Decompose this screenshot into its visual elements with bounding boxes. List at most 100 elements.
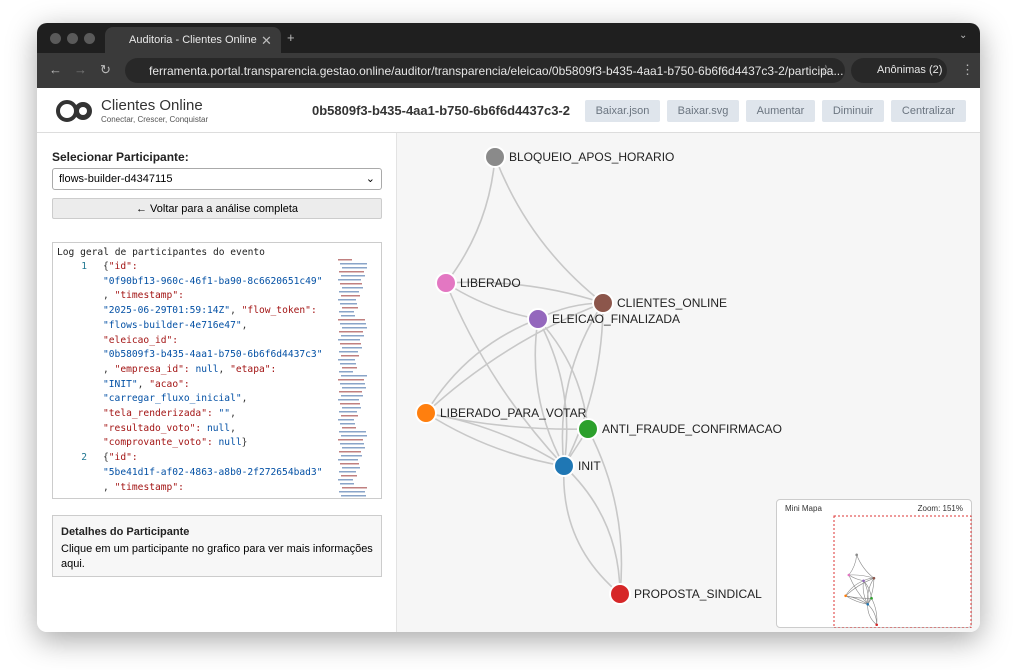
code-stripe bbox=[342, 267, 367, 269]
node[interactable] bbox=[484, 146, 506, 168]
code-stripe bbox=[338, 259, 352, 261]
code-stripe bbox=[340, 383, 365, 385]
node-label: ELEICAO_FINALIZADA bbox=[552, 312, 680, 326]
tagline: Conectar, Crescer, Conquistar bbox=[101, 115, 209, 124]
header-button[interactable]: Baixar.json bbox=[585, 100, 660, 122]
tab-menu[interactable]: ⌄ bbox=[959, 30, 968, 41]
line-number: 2 bbox=[81, 452, 87, 464]
header-button[interactable]: Aumentar bbox=[746, 100, 815, 122]
code-stripe bbox=[342, 347, 362, 349]
mini-edge bbox=[863, 580, 872, 599]
forward-nav[interactable]: → bbox=[74, 62, 87, 77]
code-stripe bbox=[342, 307, 358, 309]
code-stripe bbox=[342, 447, 365, 449]
mini-node bbox=[862, 579, 865, 583]
header-button[interactable]: Diminuir bbox=[822, 100, 884, 122]
code-stripe bbox=[339, 471, 356, 473]
node[interactable] bbox=[415, 402, 437, 424]
code-stripe bbox=[339, 451, 361, 453]
mini-edge bbox=[845, 577, 875, 597]
mini-node bbox=[844, 594, 847, 598]
tab[interactable]: Auditoria - Clientes Online ✕ bbox=[105, 27, 281, 53]
code-stripe bbox=[339, 411, 357, 413]
log-line: "resultado_voto": null, bbox=[103, 422, 236, 434]
event-id: 0b5809f3-b435-4aa1-b750-6b6f6d4437c3-2 bbox=[312, 103, 570, 118]
code-stripe bbox=[340, 443, 364, 445]
line-number: 1 bbox=[81, 261, 87, 272]
back-nav[interactable]: ← bbox=[49, 62, 62, 77]
mini-edge bbox=[867, 604, 877, 625]
code-stripe bbox=[339, 331, 363, 333]
edge bbox=[563, 302, 604, 467]
header-button[interactable]: Centralizar bbox=[891, 100, 966, 122]
code-stripe bbox=[338, 279, 361, 281]
mini-edge bbox=[845, 595, 868, 605]
back-button[interactable]: ← Voltar para a análise completa bbox=[52, 198, 382, 219]
log-line: "flows-builder-4e716e47", bbox=[103, 319, 248, 331]
menu[interactable]: ⋮ bbox=[961, 62, 974, 77]
tab-close[interactable]: ✕ bbox=[261, 33, 272, 48]
edge bbox=[534, 318, 565, 467]
mini-edge bbox=[848, 574, 875, 579]
app-header: Clientes Online Conectar, Crescer, Conqu… bbox=[37, 88, 980, 133]
mini-edge bbox=[848, 574, 864, 582]
participant-select[interactable]: flows-builder-d4347115 ⌄ bbox=[52, 168, 382, 190]
profile[interactable]: Anônimas (2) bbox=[851, 58, 947, 83]
header-button[interactable]: Baixar.svg bbox=[667, 100, 739, 122]
code-stripe bbox=[341, 395, 363, 397]
code-stripe bbox=[338, 319, 365, 321]
log-line: , "timestamp": bbox=[103, 481, 184, 493]
code-stripe bbox=[342, 327, 367, 329]
reload[interactable]: ↻ bbox=[100, 62, 111, 77]
code-stripe bbox=[341, 355, 359, 357]
new-tab[interactable]: + bbox=[287, 30, 295, 45]
browser-window: Auditoria - Clientes Online ✕ + ⌄ ← → ↻ f… bbox=[37, 23, 980, 632]
max-dot[interactable] bbox=[84, 33, 95, 44]
code-stripe bbox=[340, 363, 356, 365]
edge bbox=[425, 318, 539, 414]
bookmark[interactable]: ☆ bbox=[820, 62, 832, 77]
log-line: , "timestamp": bbox=[103, 290, 184, 302]
code-stripe bbox=[338, 399, 359, 401]
edge bbox=[563, 465, 621, 595]
code-stripe bbox=[341, 475, 357, 477]
address-bar[interactable]: ferramenta.portal.transparencia.gestao.o… bbox=[125, 58, 845, 83]
code-stripe bbox=[338, 299, 356, 301]
mini-edge bbox=[845, 580, 864, 596]
node[interactable] bbox=[577, 418, 599, 440]
code-stripe bbox=[342, 387, 366, 389]
edge bbox=[445, 156, 496, 284]
log-title: Log geral de participantes do evento bbox=[57, 247, 265, 258]
close-dot[interactable] bbox=[50, 33, 61, 44]
edge bbox=[494, 156, 604, 304]
code-stripe bbox=[341, 495, 366, 497]
edge bbox=[425, 302, 604, 414]
node[interactable] bbox=[553, 455, 575, 477]
edge bbox=[537, 318, 568, 467]
mini-edge bbox=[845, 595, 872, 599]
node[interactable] bbox=[592, 292, 614, 314]
code-stripe bbox=[339, 391, 362, 393]
node-label: CLIENTES_ONLINE bbox=[617, 296, 727, 310]
node[interactable] bbox=[527, 308, 549, 330]
mini-edge bbox=[867, 578, 875, 605]
code-stripe bbox=[338, 339, 360, 341]
node-label: LIBERADO bbox=[460, 276, 521, 290]
mini-node bbox=[847, 573, 851, 577]
code-stripe bbox=[342, 427, 356, 429]
code-stripe bbox=[339, 271, 364, 273]
toolbar: ← → ↻ ferramenta.portal.transparencia.ge… bbox=[37, 53, 980, 88]
log-line: "0b5809f3-b435-4aa1-b750-6b6f6d4437c3" bbox=[103, 349, 323, 361]
mini-edge bbox=[871, 598, 878, 625]
node[interactable] bbox=[609, 583, 631, 605]
node-label: PROPOSTA_SINDICAL bbox=[634, 587, 762, 601]
min-dot[interactable] bbox=[67, 33, 78, 44]
details-panel: Detalhes do Participante Clique em um pa… bbox=[52, 515, 382, 577]
code-stripe bbox=[339, 431, 366, 433]
log-line: "5be41d1f-af02-4863-a8b0-2f272654bad3" bbox=[103, 466, 323, 478]
code-stripe bbox=[338, 439, 363, 441]
log-line: "INIT", "acao": bbox=[103, 378, 190, 390]
code-stripe bbox=[341, 455, 362, 457]
node[interactable] bbox=[435, 272, 457, 294]
